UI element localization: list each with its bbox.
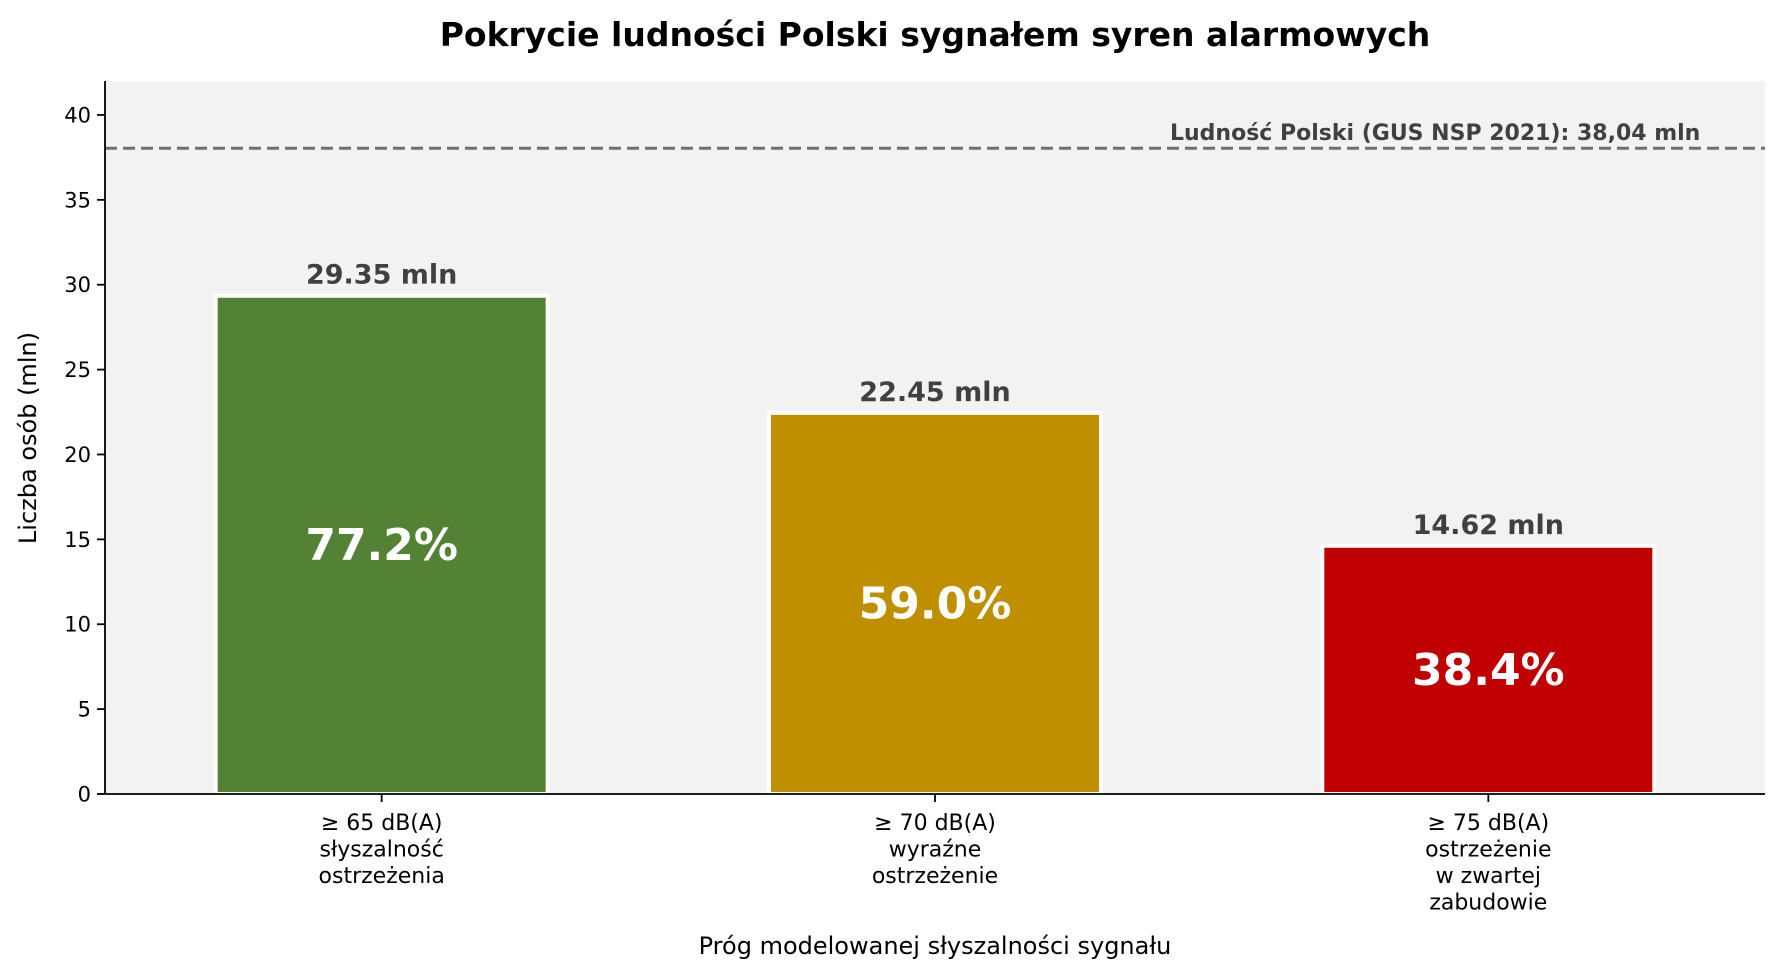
y-tick-label: 20 <box>64 443 91 467</box>
bars-group: 29.35 mln 77.2% 22.45 mln 59.0% 14.62 mln 38.… <box>213 260 1657 797</box>
y-tick-label: 35 <box>64 188 91 212</box>
bar-value-label: 14.62 mln <box>1413 510 1564 541</box>
y-tick-label: 0 <box>78 783 91 807</box>
x-axis-ticks: ≥ 65 dB(A) słyszalność ostrzeżenia ≥ 70 dB(… <box>319 794 1552 916</box>
y-tick-label: 5 <box>78 698 91 722</box>
bar-percent-label: 59.0% <box>859 578 1012 629</box>
y-tick-label: 30 <box>64 273 91 297</box>
x-tick-label: ≥ 70 dB(A) wyraźne ostrzeżenie <box>872 811 998 889</box>
y-axis-label: Liczba osób (mln) <box>14 332 42 544</box>
bar <box>213 293 550 796</box>
bar-percent-label: 77.2% <box>305 520 458 571</box>
x-tick-label: ≥ 75 dB(A) ostrzeżenie w zwartej zabudowie <box>1425 811 1551 916</box>
y-axis-ticks: 0 5 10 15 20 25 30 35 40 <box>64 103 105 807</box>
y-tick-label: 15 <box>64 528 91 552</box>
reference-line-label: Ludność Polski (GUS NSP 2021): 38,04 mln <box>1170 121 1700 146</box>
y-tick-label: 25 <box>64 358 91 382</box>
y-tick-label: 40 <box>64 103 91 127</box>
x-axis-label: Próg modelowanej słyszalności sygnału <box>699 932 1172 960</box>
bar <box>1320 543 1657 797</box>
x-tick-label: ≥ 65 dB(A) słyszalność ostrzeżenia <box>319 811 445 889</box>
bar-percent-label: 38.4% <box>1412 645 1565 696</box>
bar-value-label: 22.45 mln <box>859 377 1010 408</box>
chart-title: Pokrycie ludności Polski sygnałem syren … <box>440 15 1431 54</box>
y-tick-label: 10 <box>64 613 91 637</box>
bar-value-label: 29.35 mln <box>306 260 457 291</box>
